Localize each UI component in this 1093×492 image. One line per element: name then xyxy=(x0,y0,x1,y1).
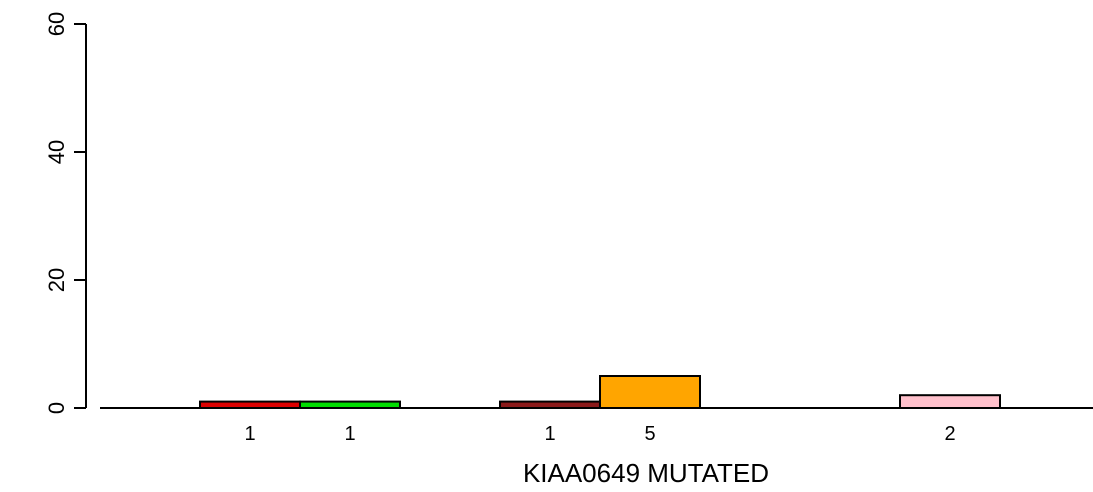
bar xyxy=(299,400,401,410)
x-axis-label: KIAA0649 MUTATED xyxy=(523,458,769,488)
y-tick-label: 0 xyxy=(44,402,69,414)
bars-group xyxy=(199,375,1001,410)
y-tick-label: 20 xyxy=(44,268,69,292)
bar-count-label: 1 xyxy=(544,423,555,445)
bar-count-label: 1 xyxy=(244,423,255,445)
y-axis: 0 20 40 60 xyxy=(44,12,87,414)
bar-count-label: 1 xyxy=(344,423,355,445)
bar-count-label: 2 xyxy=(944,423,955,445)
bar xyxy=(599,375,701,409)
bar-labels-group: 1 1 1 5 2 xyxy=(244,423,955,445)
y-tick-label: 40 xyxy=(44,140,69,164)
bar xyxy=(899,394,1001,410)
bar xyxy=(199,400,301,410)
bar-count-label: 5 xyxy=(644,423,655,445)
y-tick-label: 60 xyxy=(44,12,69,36)
bar xyxy=(499,400,601,410)
